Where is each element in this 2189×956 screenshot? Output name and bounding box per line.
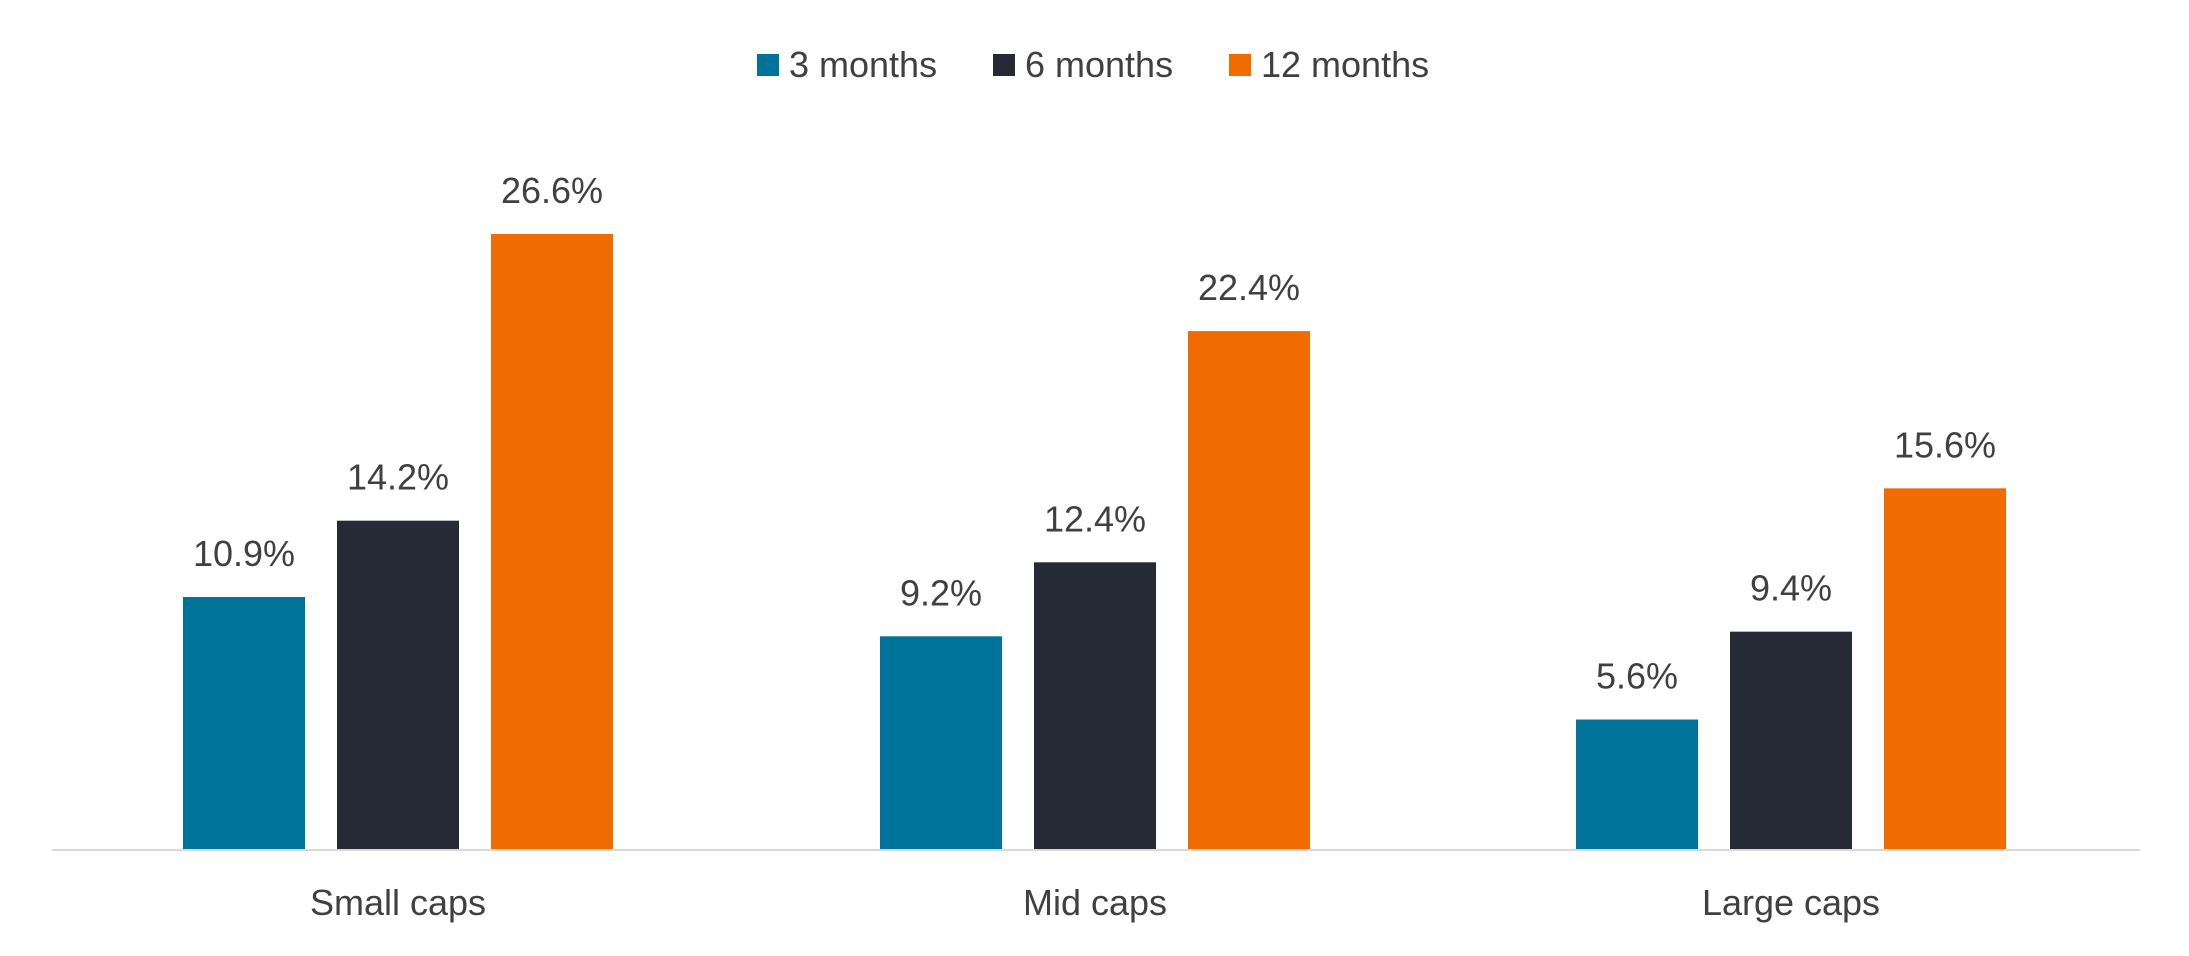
bar-large-caps-12-months bbox=[1884, 488, 2006, 849]
x-tick-label-mid-caps: Mid caps bbox=[1023, 882, 1167, 923]
bar-mid-caps-3-months bbox=[880, 636, 1002, 849]
bar-large-caps-6-months bbox=[1730, 631, 1852, 849]
legend: 3 months 6 months 12 months bbox=[757, 44, 1429, 85]
x-axis-tick-labels: Small caps Mid caps Large caps bbox=[310, 882, 1880, 923]
data-label-large-caps-3-months: 5.6% bbox=[1596, 656, 1678, 697]
x-tick-label-large-caps: Large caps bbox=[1702, 882, 1880, 923]
data-label-small-caps-3-months: 10.9% bbox=[193, 533, 295, 574]
legend-swatch-12-months bbox=[1229, 54, 1251, 76]
data-label-mid-caps-6-months: 12.4% bbox=[1044, 498, 1146, 539]
legend-item-12-months: 12 months bbox=[1229, 44, 1429, 85]
x-tick-label-small-caps: Small caps bbox=[310, 882, 486, 923]
legend-swatch-6-months bbox=[993, 54, 1015, 76]
legend-label-3-months: 3 months bbox=[789, 44, 937, 85]
data-label-mid-caps-12-months: 22.4% bbox=[1198, 267, 1300, 308]
data-label-mid-caps-3-months: 9.2% bbox=[900, 572, 982, 613]
legend-label-12-months: 12 months bbox=[1261, 44, 1429, 85]
data-label-large-caps-12-months: 15.6% bbox=[1894, 424, 1996, 465]
legend-label-6-months: 6 months bbox=[1025, 44, 1173, 85]
legend-item-6-months: 6 months bbox=[993, 44, 1173, 85]
bars-group bbox=[183, 234, 2006, 849]
data-label-large-caps-6-months: 9.4% bbox=[1750, 568, 1832, 609]
bar-small-caps-12-months bbox=[491, 234, 613, 849]
bar-large-caps-3-months bbox=[1576, 719, 1698, 849]
bar-mid-caps-12-months bbox=[1188, 331, 1310, 849]
bar-small-caps-3-months bbox=[183, 596, 305, 849]
data-label-small-caps-6-months: 14.2% bbox=[347, 457, 449, 498]
data-label-small-caps-12-months: 26.6% bbox=[501, 170, 603, 211]
data-labels-group: 10.9% 14.2% 26.6% 9.2% 12.4% 22.4% 5.6% 9.4% 15.… bbox=[193, 170, 1996, 697]
legend-swatch-3-months bbox=[757, 54, 779, 76]
bar-mid-caps-6-months bbox=[1034, 562, 1156, 849]
bar-small-caps-6-months bbox=[337, 520, 459, 849]
legend-item-3-months: 3 months bbox=[757, 44, 937, 85]
